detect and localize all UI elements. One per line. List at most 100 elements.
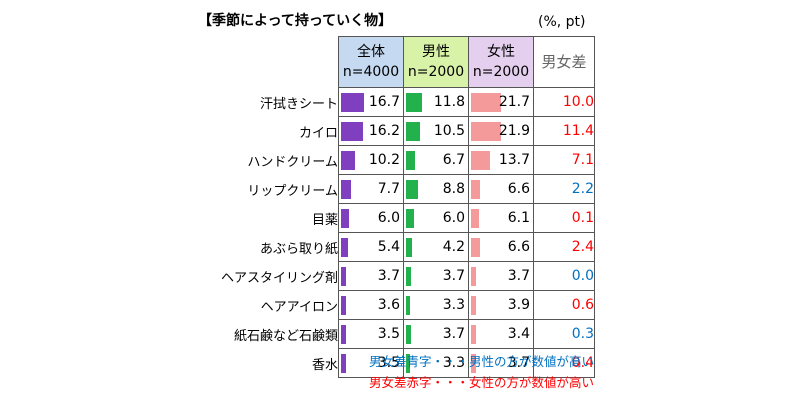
row-label: カイロ bbox=[298, 125, 338, 141]
bar bbox=[341, 296, 346, 315]
diff-cell: 10.0 bbox=[533, 87, 595, 117]
bar bbox=[341, 267, 347, 286]
bar bbox=[406, 267, 412, 286]
value-label: 3.3 bbox=[442, 297, 465, 313]
bar bbox=[471, 151, 490, 170]
bar bbox=[406, 209, 415, 228]
row-label: ヘアスタイリング剤 bbox=[220, 270, 338, 286]
value-label: 5.4 bbox=[377, 239, 400, 255]
value-label: 6.6 bbox=[507, 239, 530, 255]
diff-cell: 0.3 bbox=[533, 319, 595, 349]
value-label: 10.5 bbox=[433, 123, 465, 139]
bar bbox=[341, 325, 346, 344]
value-label: 6.1 bbox=[507, 210, 530, 226]
bar bbox=[406, 354, 411, 373]
legend-red: 男女差赤字・・・女性の方が数値が高い bbox=[369, 375, 595, 390]
value-cell: 3.7 bbox=[468, 348, 534, 378]
bar bbox=[406, 325, 412, 344]
column-name: 全体 bbox=[357, 44, 385, 60]
bar bbox=[471, 209, 480, 228]
value-label: 6.0 bbox=[442, 210, 465, 226]
bar bbox=[406, 93, 423, 112]
value-cell: 10.2 bbox=[338, 145, 404, 175]
column-name: 男性 bbox=[422, 44, 450, 60]
row-label: 香水 bbox=[311, 357, 338, 373]
value-label: 4.2 bbox=[442, 239, 465, 255]
table-row: あぶら取り紙 5.4 4.2 6.6 2.4 bbox=[212, 232, 595, 262]
diff-cell: 11.4 bbox=[533, 116, 595, 146]
diff-cell: 7.1 bbox=[533, 145, 595, 175]
row-label: あぶら取り紙 bbox=[259, 241, 338, 257]
table-row: ヘアアイロン 3.6 3.3 3.9 0.6 bbox=[212, 290, 595, 320]
bar bbox=[471, 325, 476, 344]
value-label: 3.7 bbox=[507, 355, 530, 371]
bar bbox=[341, 354, 346, 373]
row-label: ヘアアイロン bbox=[260, 299, 338, 315]
value-label: 3.5 bbox=[377, 355, 400, 371]
table-row: 目薬 6.0 6.0 6.1 0.1 bbox=[212, 203, 595, 233]
row-label: リップクリーム bbox=[247, 183, 338, 199]
value-label: 3.9 bbox=[507, 297, 530, 313]
table-row: 香水 3.5 3.3 3.7 0.4 bbox=[212, 348, 595, 378]
value-label: 6.6 bbox=[507, 181, 530, 197]
value-cell: 3.6 bbox=[338, 290, 404, 320]
value-cell: 4.2 bbox=[403, 232, 469, 262]
table-row: 紙石鹸など石鹸類 3.5 3.7 3.4 0.3 bbox=[212, 319, 595, 349]
legend-blue: 男女差青字・・・男性の方が数値が高い bbox=[369, 354, 595, 369]
value-label: 21.7 bbox=[498, 94, 530, 110]
value-label: 3.7 bbox=[442, 268, 465, 284]
diff-cell: 0.1 bbox=[533, 203, 595, 233]
diff-cell: 2.2 bbox=[533, 174, 595, 204]
bar bbox=[341, 122, 364, 141]
bar bbox=[341, 238, 349, 257]
column-header-diff: 男女差 bbox=[533, 36, 595, 88]
bar bbox=[406, 180, 418, 199]
bar bbox=[471, 180, 480, 199]
bar bbox=[471, 267, 477, 286]
bar bbox=[471, 93, 501, 112]
diff-cell: 0.4 bbox=[533, 348, 595, 378]
value-cell: 21.9 bbox=[468, 116, 534, 146]
bar bbox=[471, 238, 480, 257]
value-cell: 3.5 bbox=[338, 319, 404, 349]
diff-cell: 0.6 bbox=[533, 290, 595, 320]
value-cell: 11.8 bbox=[403, 87, 469, 117]
header-row: 全体 n=4000 男性 n=2000 女性 n=2000 男女差 bbox=[212, 36, 595, 88]
value-cell: 8.8 bbox=[403, 174, 469, 204]
row-label: 紙石鹸など石鹸類 bbox=[233, 328, 338, 344]
value-cell: 6.7 bbox=[403, 145, 469, 175]
row-label: 汗拭きシート bbox=[259, 96, 338, 112]
value-cell: 10.5 bbox=[403, 116, 469, 146]
unit-label: (%, pt) bbox=[538, 14, 586, 30]
value-label: 3.7 bbox=[507, 268, 530, 284]
value-label: 6.7 bbox=[442, 152, 465, 168]
bar bbox=[406, 122, 421, 141]
column-header-male: 男性 n=2000 bbox=[403, 36, 469, 88]
value-label: 11.8 bbox=[433, 94, 465, 110]
bar bbox=[471, 296, 477, 315]
value-cell: 16.2 bbox=[338, 116, 404, 146]
table-row: カイロ 16.2 10.5 21.9 11.4 bbox=[212, 116, 595, 146]
value-cell: 3.7 bbox=[403, 319, 469, 349]
column-n: n=4000 bbox=[342, 64, 400, 80]
row-label: ハンドクリーム bbox=[247, 154, 338, 170]
value-label: 3.3 bbox=[442, 355, 465, 371]
value-label: 7.7 bbox=[377, 181, 400, 197]
bar bbox=[341, 180, 352, 199]
table-row: ヘアスタイリング剤 3.7 3.7 3.7 0.0 bbox=[212, 261, 595, 291]
value-label: 3.7 bbox=[377, 268, 400, 284]
data-table: 全体 n=4000 男性 n=2000 女性 n=2000 男女差 汗拭きシート… bbox=[212, 36, 595, 378]
value-cell: 6.0 bbox=[338, 203, 404, 233]
table-body: 汗拭きシート 16.7 11.8 21.7 10.0 カイロ 16.2 10.5 21.9 11.… bbox=[212, 87, 595, 378]
value-cell: 5.4 bbox=[338, 232, 404, 262]
value-label: 13.7 bbox=[498, 152, 530, 168]
value-cell: 6.1 bbox=[468, 203, 534, 233]
value-label: 3.6 bbox=[377, 297, 400, 313]
table-row: 汗拭きシート 16.7 11.8 21.7 10.0 bbox=[212, 87, 595, 117]
value-cell: 21.7 bbox=[468, 87, 534, 117]
value-cell: 3.4 bbox=[468, 319, 534, 349]
value-cell: 3.7 bbox=[338, 261, 404, 291]
bar bbox=[341, 93, 364, 112]
bar bbox=[471, 354, 477, 373]
value-cell: 3.3 bbox=[403, 290, 469, 320]
